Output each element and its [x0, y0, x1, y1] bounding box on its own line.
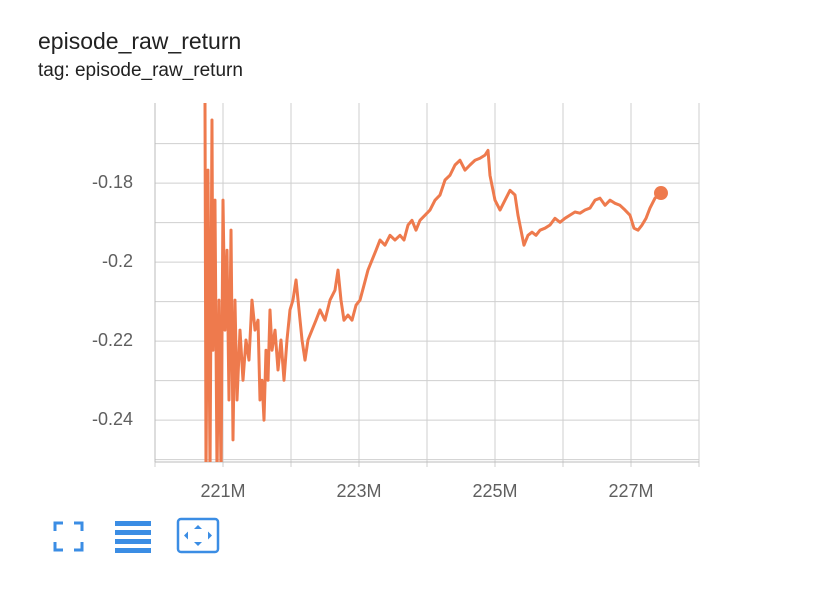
- grid: [154, 103, 700, 467]
- toggle-log-button[interactable]: [115, 521, 151, 553]
- y-tick-label: -0.24: [92, 409, 133, 429]
- data-line: [203, 103, 662, 462]
- last-point: [653, 186, 668, 201]
- plot-area: [203, 103, 662, 462]
- chart-title: episode_raw_return: [38, 28, 241, 54]
- fullscreen-button[interactable]: [53, 521, 84, 552]
- y-tick-label: -0.22: [92, 330, 133, 350]
- x-tick-label: 227M: [608, 481, 653, 501]
- end-marker-layer: [653, 186, 668, 201]
- x-tick-label: 225M: [472, 481, 517, 501]
- x-tick-label: 223M: [336, 481, 381, 501]
- fit-domain-button[interactable]: [176, 517, 220, 554]
- tick-labels: -0.18 -0.2 -0.22 -0.24 221M 223M 225M 227M: [92, 172, 654, 501]
- x-tick-label: 221M: [200, 481, 245, 501]
- y-tick-label: -0.2: [102, 251, 133, 271]
- chart-subtitle: tag: episode_raw_return: [38, 60, 243, 81]
- y-tick-label: -0.18: [92, 172, 133, 192]
